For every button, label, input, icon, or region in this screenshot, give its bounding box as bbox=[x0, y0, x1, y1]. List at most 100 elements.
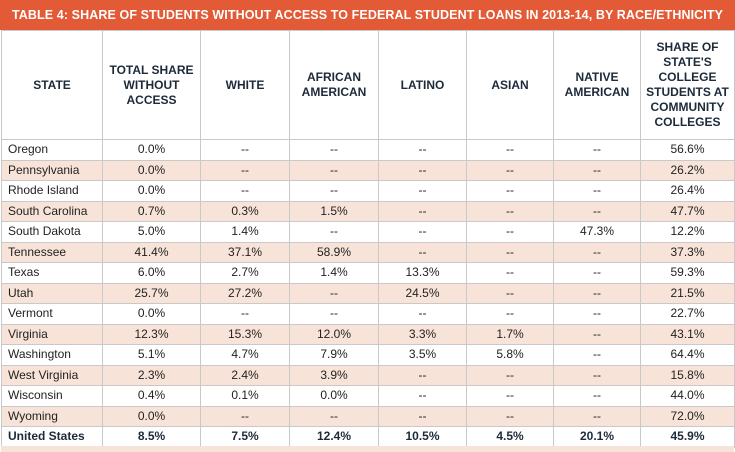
cell-state: Tennessee bbox=[1, 241, 103, 263]
cell-native-american: -- bbox=[553, 159, 641, 181]
cell-state: Utah bbox=[1, 282, 103, 304]
header-native-american: NATIVE AMERICAN bbox=[553, 30, 641, 140]
table-row: Tennessee 41.4% 37.1% 58.9% -- -- -- 37.3% bbox=[1, 241, 735, 263]
cell-native-american: -- bbox=[553, 385, 641, 407]
cell-total: 25.7% bbox=[102, 282, 201, 304]
table-row: Rhode Island 0.0% -- -- -- -- -- 26.4% bbox=[1, 180, 735, 202]
table-row: West Virginia 2.3% 2.4% 3.9% -- -- -- 15.8% bbox=[1, 364, 735, 386]
cell-native-american: -- bbox=[553, 180, 641, 202]
cell-state: South Carolina bbox=[1, 200, 103, 222]
cell-state: Virginia bbox=[1, 323, 103, 345]
cell-white: 4.7% bbox=[200, 344, 290, 366]
cell-community-college-share: 37.3% bbox=[640, 241, 735, 263]
cell-total: 0.0% bbox=[102, 159, 201, 181]
cell-state: South Dakota bbox=[1, 221, 103, 243]
table-row: Utah 25.7% 27.2% -- 24.5% -- -- 21.5% bbox=[1, 282, 735, 304]
cell-african-american: -- bbox=[289, 180, 379, 202]
cell-african-american: 58.9% bbox=[289, 241, 379, 263]
cell-state: West Virginia bbox=[1, 364, 103, 386]
cell-white: 0.1% bbox=[200, 385, 290, 407]
cell-community-college-share: 21.5% bbox=[640, 282, 735, 304]
cell-latino: -- bbox=[378, 385, 467, 407]
total-cell-asian: 4.5% bbox=[466, 426, 554, 448]
cell-community-college-share: 59.3% bbox=[640, 262, 735, 284]
table-body: Oregon 0.0% -- -- -- -- -- 56.6% Pennsylvania 0.0… bbox=[1, 139, 735, 448]
cell-white: 0.3% bbox=[200, 200, 290, 222]
cell-native-american: -- bbox=[553, 262, 641, 284]
cell-latino: -- bbox=[378, 159, 467, 181]
cell-african-american: 0.0% bbox=[289, 385, 379, 407]
cell-latino: 3.5% bbox=[378, 344, 467, 366]
table-row: Wyoming 0.0% -- -- -- -- -- 72.0% bbox=[1, 405, 735, 427]
cell-african-american: -- bbox=[289, 405, 379, 427]
header-asian: ASIAN bbox=[466, 30, 554, 140]
table-row: South Dakota 5.0% 1.4% -- -- -- 47.3% 12.2% bbox=[1, 221, 735, 243]
header-total: TOTAL SHARE WITHOUT ACCESS bbox=[102, 30, 201, 140]
table-row: Texas 6.0% 2.7% 1.4% 13.3% -- -- 59.3% bbox=[1, 262, 735, 284]
cell-total: 5.1% bbox=[102, 344, 201, 366]
cell-african-american: -- bbox=[289, 159, 379, 181]
total-cell-african-american: 12.4% bbox=[289, 426, 379, 448]
cell-community-college-share: 43.1% bbox=[640, 323, 735, 345]
cell-total: 2.3% bbox=[102, 364, 201, 386]
total-cell-total: 8.5% bbox=[102, 426, 201, 448]
cell-state: Wyoming bbox=[1, 405, 103, 427]
header-african-american: AFRICAN AMERICAN bbox=[289, 30, 379, 140]
cell-african-american: 3.9% bbox=[289, 364, 379, 386]
cell-community-college-share: 44.0% bbox=[640, 385, 735, 407]
cell-asian: -- bbox=[466, 405, 554, 427]
table-row: Washington 5.1% 4.7% 7.9% 3.5% 5.8% -- 64.4% bbox=[1, 344, 735, 366]
cell-native-american: -- bbox=[553, 241, 641, 263]
cell-total: 41.4% bbox=[102, 241, 201, 263]
cell-community-college-share: 15.8% bbox=[640, 364, 735, 386]
cell-latino: -- bbox=[378, 221, 467, 243]
cell-native-american: -- bbox=[553, 323, 641, 345]
cell-asian: -- bbox=[466, 159, 554, 181]
cell-white: -- bbox=[200, 159, 290, 181]
cell-asian: -- bbox=[466, 385, 554, 407]
cell-native-american: -- bbox=[553, 364, 641, 386]
cell-african-american: 1.4% bbox=[289, 262, 379, 284]
cell-latino: -- bbox=[378, 180, 467, 202]
table-row: Oregon 0.0% -- -- -- -- -- 56.6% bbox=[1, 139, 735, 161]
total-cell-native-american: 20.1% bbox=[553, 426, 641, 448]
cell-total: 0.0% bbox=[102, 303, 201, 325]
cell-latino: -- bbox=[378, 200, 467, 222]
cell-asian: -- bbox=[466, 139, 554, 161]
cell-african-american: 1.5% bbox=[289, 200, 379, 222]
cell-latino: -- bbox=[378, 364, 467, 386]
cell-asian: -- bbox=[466, 241, 554, 263]
cell-white: 15.3% bbox=[200, 323, 290, 345]
cell-white: -- bbox=[200, 405, 290, 427]
cell-white: -- bbox=[200, 139, 290, 161]
cell-african-american: -- bbox=[289, 303, 379, 325]
total-cell-community-college-share: 45.9% bbox=[640, 426, 735, 448]
cell-african-american: 12.0% bbox=[289, 323, 379, 345]
cell-native-american: -- bbox=[553, 344, 641, 366]
header-state: STATE bbox=[1, 30, 103, 140]
cell-total: 12.3% bbox=[102, 323, 201, 345]
header-community-college-share: SHARE OF STATE'S COLLEGE STUDENTS AT COM… bbox=[640, 30, 735, 140]
cell-african-american: -- bbox=[289, 139, 379, 161]
cell-total: 6.0% bbox=[102, 262, 201, 284]
cell-state: Pennsylvania bbox=[1, 159, 103, 181]
header-white: WHITE bbox=[200, 30, 290, 140]
cell-latino: -- bbox=[378, 405, 467, 427]
cell-community-college-share: 64.4% bbox=[640, 344, 735, 366]
cell-community-college-share: 12.2% bbox=[640, 221, 735, 243]
cell-community-college-share: 56.6% bbox=[640, 139, 735, 161]
table-title: TABLE 4: SHARE OF STUDENTS WITHOUT ACCES… bbox=[0, 0, 735, 30]
cell-community-college-share: 26.2% bbox=[640, 159, 735, 181]
cell-white: -- bbox=[200, 303, 290, 325]
cell-state: Texas bbox=[1, 262, 103, 284]
cell-asian: -- bbox=[466, 262, 554, 284]
cell-total: 0.0% bbox=[102, 180, 201, 202]
cell-white: 2.7% bbox=[200, 262, 290, 284]
table-row: Vermont 0.0% -- -- -- -- -- 22.7% bbox=[1, 303, 735, 325]
table-row: Virginia 12.3% 15.3% 12.0% 3.3% 1.7% -- 43.1% bbox=[1, 323, 735, 345]
header-row: STATE TOTAL SHARE WITHOUT ACCESS WHITE A… bbox=[1, 30, 735, 140]
footer-band bbox=[1, 446, 734, 452]
cell-latino: -- bbox=[378, 139, 467, 161]
cell-native-american: -- bbox=[553, 303, 641, 325]
